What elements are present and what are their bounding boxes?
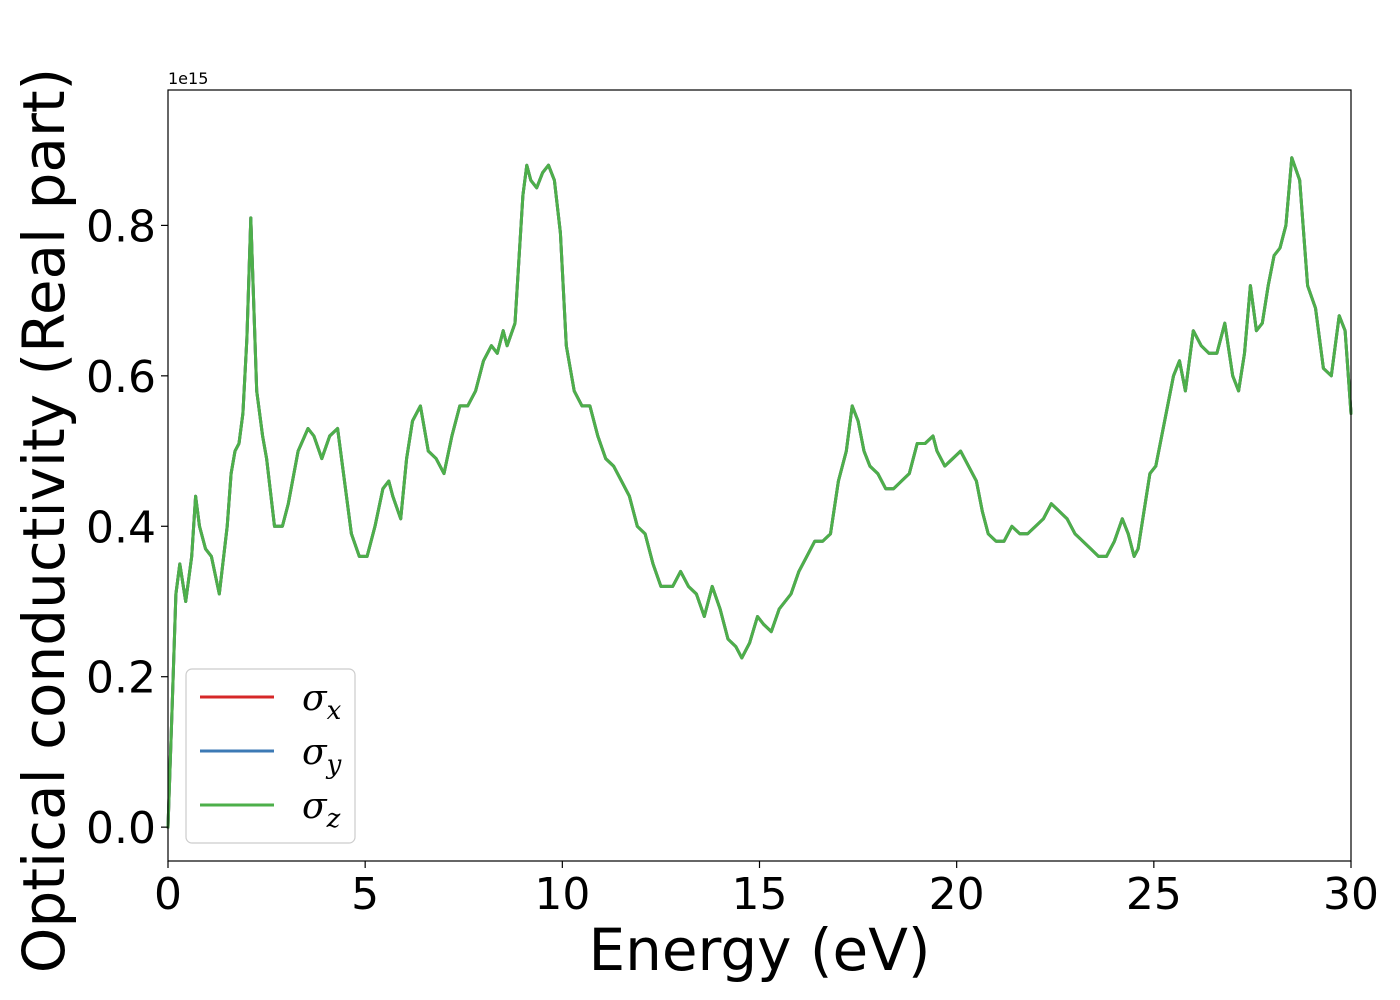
legend-items: σx σy σz: [200, 678, 342, 834]
x-tick-label: 30: [1323, 869, 1379, 920]
legend-label-2: σy: [302, 732, 342, 780]
series-line-3: [166, 156, 1353, 829]
y-tick-label: 0.8: [86, 201, 156, 252]
plot-background: [168, 90, 1351, 861]
x-tick-label: 0: [154, 869, 182, 920]
y-axis-ticks: 0.0 0.2 0.4 0.6 0.8: [86, 201, 168, 854]
plot-area: [166, 89, 1353, 862]
y-tick-label: 0.4: [86, 502, 156, 553]
y-axis-title: Optical conductivity (Real part): [10, 68, 78, 973]
x-axis-ticks: 0 5 10 15 20 25 30: [154, 861, 1379, 920]
y-tick-label: 0.0: [86, 803, 156, 854]
legend: σx σy σz: [185, 668, 356, 844]
x-tick-label: 10: [534, 869, 590, 920]
y-axis-offset-label: 1e15: [168, 69, 208, 88]
legend-label-3: σz: [302, 786, 341, 834]
x-tick-label: 5: [351, 869, 379, 920]
x-axis-title: Energy (eV): [588, 916, 930, 984]
x-tick-label: 20: [929, 869, 985, 920]
series-layer: [166, 156, 1353, 829]
x-tick-label: 25: [1126, 869, 1182, 920]
legend-box: [185, 668, 356, 844]
x-tick-label: 15: [732, 869, 788, 920]
y-tick-label: 0.2: [86, 653, 156, 704]
y-tick-label: 0.6: [86, 352, 156, 403]
legend-label-1: σx: [302, 678, 342, 726]
